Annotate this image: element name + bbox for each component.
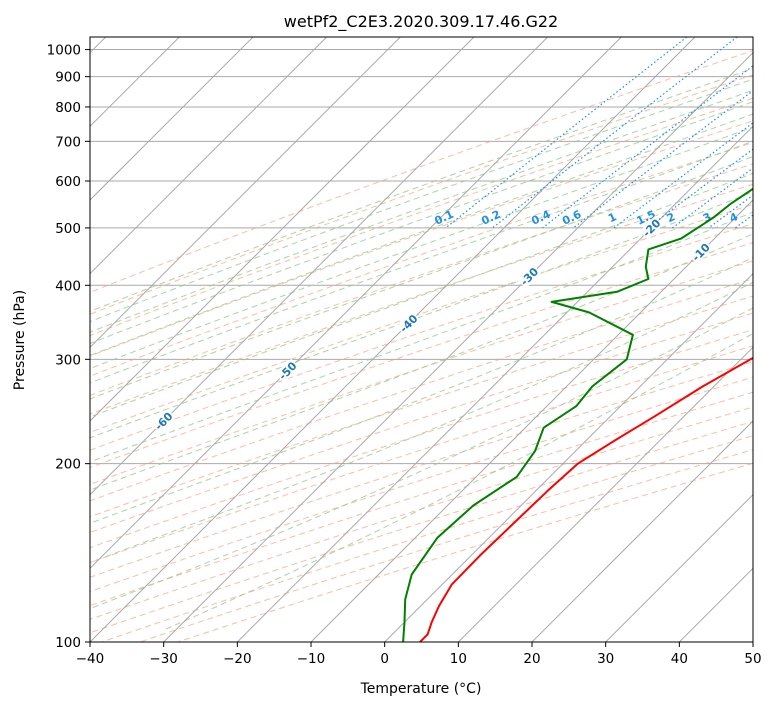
dry-adiabat-line xyxy=(101,435,753,642)
chart-title: wetPf2_C2E3.2020.309.17.46.G22 xyxy=(284,12,558,32)
moist-adiabat-line xyxy=(164,333,753,630)
temperature-profile-line xyxy=(419,356,753,642)
isotherm-line xyxy=(163,51,753,642)
dry-adiabat-line xyxy=(139,449,753,642)
y-tick-label: 400 xyxy=(55,278,81,294)
moist-adiabat-line xyxy=(90,172,753,418)
moist-adiabat-line xyxy=(90,211,753,463)
isotherm-line xyxy=(90,37,328,275)
mixing-ratio-line xyxy=(542,65,753,229)
moist-adiabat-line xyxy=(90,67,753,312)
plot-frame xyxy=(89,36,754,643)
isotherm-line xyxy=(90,37,401,349)
dry-adiabat-line xyxy=(90,50,753,293)
isotherm-line xyxy=(457,346,753,642)
isotherm-line xyxy=(384,272,753,642)
y-tick-label: 500 xyxy=(55,221,81,237)
moist-adiabat-line xyxy=(90,113,753,357)
isotherm-line xyxy=(90,37,475,422)
isotherm-label-background xyxy=(396,311,421,336)
x-tick-label: −20 xyxy=(223,651,252,667)
x-tick-label: 0 xyxy=(380,651,389,667)
mixing-ratio-line xyxy=(613,122,753,229)
dry-adiabat-line xyxy=(90,97,753,337)
isotherm-line xyxy=(531,420,753,642)
mixing-ratio-line xyxy=(672,167,753,229)
y-tick-label: 700 xyxy=(55,134,81,150)
dry-adiabat-line xyxy=(90,361,753,578)
y-tick-label: 100 xyxy=(55,635,81,651)
dry-adiabat-line xyxy=(90,345,753,564)
isotherm-line xyxy=(90,37,622,570)
x-tick-label: −40 xyxy=(76,651,105,667)
x-tick-label: −10 xyxy=(297,651,326,667)
mixing-ratio-line xyxy=(445,37,688,229)
moist-adiabat-line xyxy=(90,257,753,524)
y-tick-label: 1000 xyxy=(47,43,81,59)
moist-adiabat-line xyxy=(90,156,753,400)
moist-adiabat-line xyxy=(90,140,753,384)
moist-adiabat-line xyxy=(90,126,753,370)
dry-adiabat-line xyxy=(90,142,753,377)
y-tick-label: 300 xyxy=(55,352,81,368)
y-tick-label: 900 xyxy=(55,70,81,86)
dry-adiabat-line xyxy=(90,163,753,396)
x-tick-label: 40 xyxy=(671,651,688,667)
isotherm-line xyxy=(236,125,753,642)
dry-adiabat-line xyxy=(90,329,753,549)
dry-adiabat-line xyxy=(90,120,753,357)
x-axis-title: Temperature (°C) xyxy=(360,681,482,697)
isotherm-label-background xyxy=(517,264,542,289)
axes: −40 −30 −20 −10 0 10 20 30 40 50 100 200 300 400 500 60… xyxy=(47,43,762,667)
y-tick-label: 600 xyxy=(55,174,81,190)
moist-adiabat-line xyxy=(90,78,753,323)
x-tick-label: 20 xyxy=(523,651,540,667)
dewpoint-profile-line xyxy=(402,187,753,642)
dry-adiabat-line xyxy=(90,183,753,415)
isotherm-line xyxy=(90,37,549,496)
x-tick-label: 50 xyxy=(744,651,761,667)
isotherm-line xyxy=(90,37,254,201)
isotherm-label-background xyxy=(688,240,713,265)
isotherm-label-background xyxy=(151,409,176,434)
x-tick-label: 30 xyxy=(597,651,614,667)
x-tick-label: 10 xyxy=(450,651,467,667)
isotherm-label-background xyxy=(639,215,664,240)
y-axis-title: Pressure (hPa) xyxy=(12,290,28,390)
y-tick-label: 800 xyxy=(55,100,81,116)
y-tick-label: 200 xyxy=(55,457,81,473)
isotherm-label-background xyxy=(275,358,300,383)
dry-adiabat-line xyxy=(177,462,753,642)
x-tick-label: −30 xyxy=(149,651,178,667)
plot-area: 0.10.20.40.611.52346810131620253036-100-… xyxy=(90,37,753,642)
isotherm-line xyxy=(90,37,696,642)
isotherm-line xyxy=(310,199,753,642)
isotherm-line xyxy=(605,493,753,642)
moist-adiabat-line xyxy=(90,281,753,564)
